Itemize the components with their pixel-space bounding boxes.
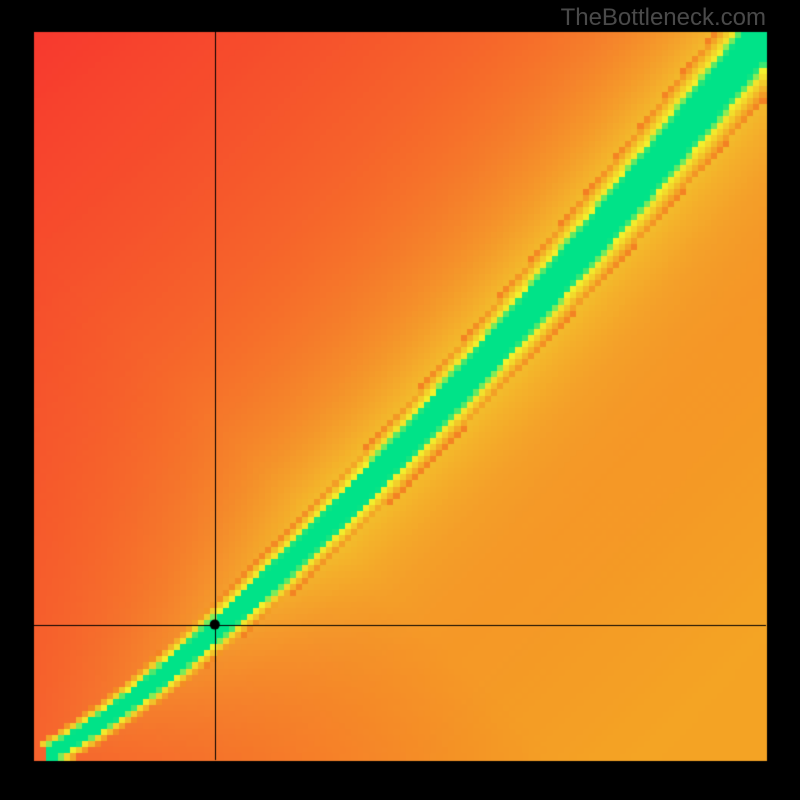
watermark-text: TheBottleneck.com xyxy=(561,4,766,32)
bottleneck-heatmap xyxy=(0,0,800,800)
chart-container: TheBottleneck.com xyxy=(0,0,800,800)
